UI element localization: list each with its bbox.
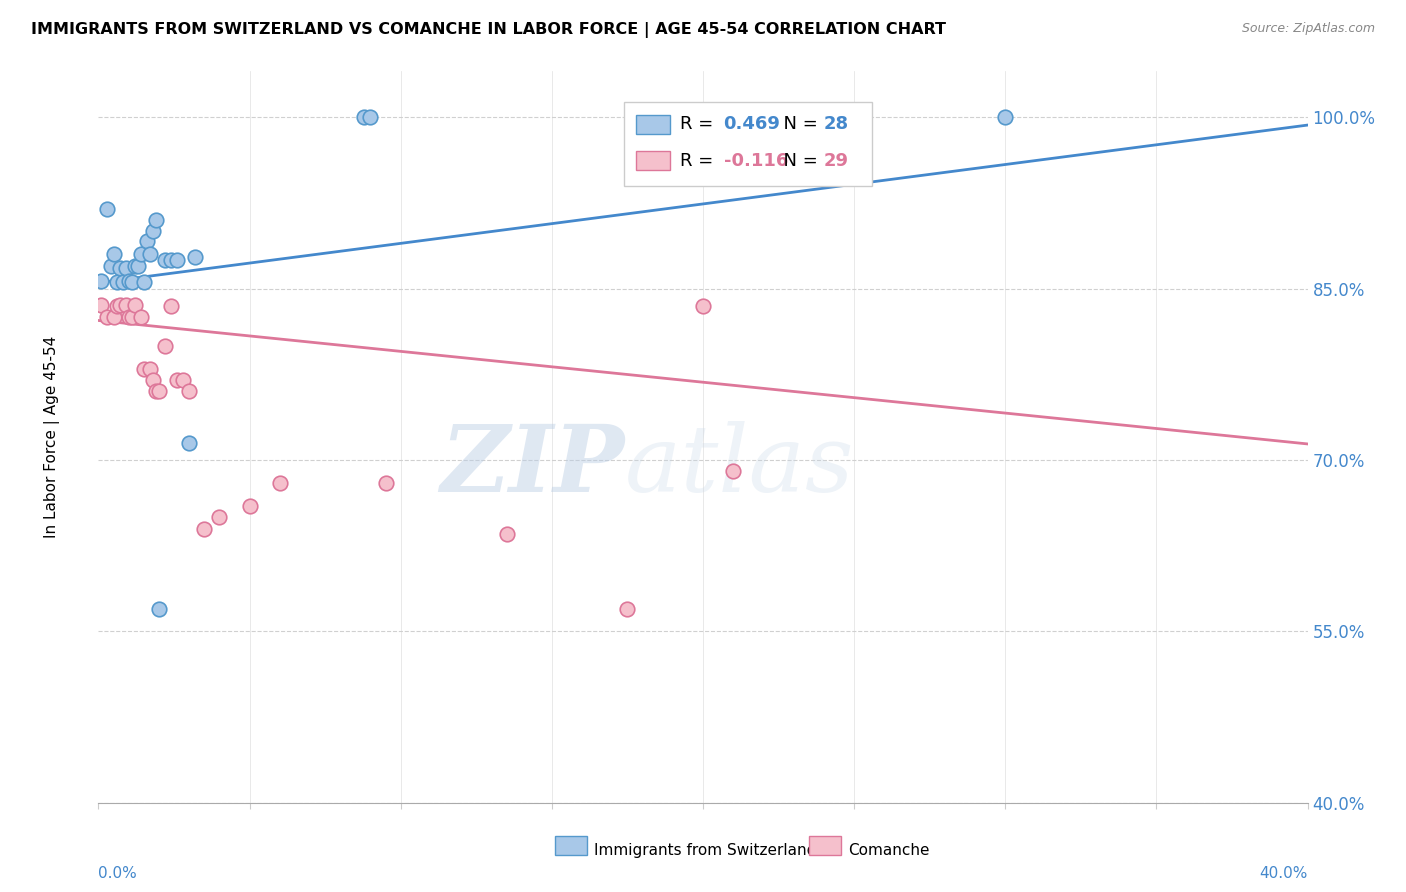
Point: [353, 110, 375, 124]
Text: R =: R =: [681, 115, 718, 133]
Point: [166, 252, 188, 267]
Point: [172, 373, 194, 387]
Point: [127, 259, 149, 273]
Point: [103, 247, 125, 261]
Point: [96, 310, 118, 324]
Text: In Labor Force | Age 45-54: In Labor Force | Age 45-54: [45, 336, 60, 538]
Point: [96, 202, 118, 216]
Text: IMMIGRANTS FROM SWITZERLAND VS COMANCHE IN LABOR FORCE | AGE 45-54 CORRELATION C: IMMIGRANTS FROM SWITZERLAND VS COMANCHE …: [31, 22, 946, 38]
Text: 29: 29: [824, 152, 849, 169]
Text: N =: N =: [772, 152, 824, 169]
Point: [723, 464, 745, 478]
Point: [148, 384, 170, 399]
Point: [616, 601, 638, 615]
Point: [692, 299, 714, 313]
Point: [142, 224, 165, 238]
Point: [148, 601, 170, 615]
Point: [160, 299, 183, 313]
Point: [179, 384, 201, 399]
Point: [111, 275, 134, 289]
Point: [193, 521, 215, 535]
Text: 0.0%: 0.0%: [98, 865, 138, 880]
Point: [145, 384, 167, 399]
Text: 40.0%: 40.0%: [1260, 865, 1308, 880]
Text: atlas: atlas: [624, 421, 853, 511]
Point: [100, 259, 122, 273]
Point: [208, 510, 231, 524]
Point: [114, 297, 136, 311]
Point: [374, 475, 396, 490]
Point: [121, 275, 143, 289]
Point: [495, 527, 517, 541]
Text: -0.116: -0.116: [724, 152, 787, 169]
Point: [114, 260, 136, 275]
Point: [108, 297, 131, 311]
Point: [360, 110, 382, 124]
Point: [139, 361, 162, 376]
Point: [994, 110, 1017, 124]
Text: Comanche: Comanche: [848, 843, 929, 858]
Point: [118, 310, 141, 324]
Point: [139, 247, 162, 261]
Point: [124, 259, 146, 273]
Point: [105, 275, 128, 289]
Text: Source: ZipAtlas.com: Source: ZipAtlas.com: [1241, 22, 1375, 36]
Point: [707, 110, 730, 124]
Point: [239, 499, 262, 513]
FancyBboxPatch shape: [624, 102, 872, 186]
Text: Immigrants from Switzerland: Immigrants from Switzerland: [595, 843, 817, 858]
FancyBboxPatch shape: [555, 837, 586, 855]
Point: [103, 310, 125, 324]
Point: [153, 338, 176, 352]
Point: [160, 252, 183, 267]
Point: [179, 435, 201, 450]
Point: [184, 250, 207, 264]
Point: [124, 297, 146, 311]
Point: [108, 260, 131, 275]
Text: ZIP: ZIP: [440, 421, 624, 511]
FancyBboxPatch shape: [637, 114, 671, 134]
Point: [166, 373, 188, 387]
FancyBboxPatch shape: [637, 151, 671, 170]
Point: [132, 275, 155, 289]
Point: [269, 475, 291, 490]
Point: [132, 361, 155, 376]
FancyBboxPatch shape: [810, 837, 841, 855]
Point: [129, 310, 152, 324]
Point: [90, 273, 112, 287]
Point: [129, 247, 152, 261]
Text: R =: R =: [681, 152, 718, 169]
Point: [135, 234, 157, 248]
Point: [153, 252, 176, 267]
Point: [142, 373, 165, 387]
Text: 0.469: 0.469: [724, 115, 780, 133]
Point: [90, 297, 112, 311]
Text: 28: 28: [824, 115, 849, 133]
Text: N =: N =: [772, 115, 824, 133]
Point: [105, 299, 128, 313]
Point: [118, 273, 141, 287]
Point: [121, 310, 143, 324]
Point: [145, 213, 167, 227]
